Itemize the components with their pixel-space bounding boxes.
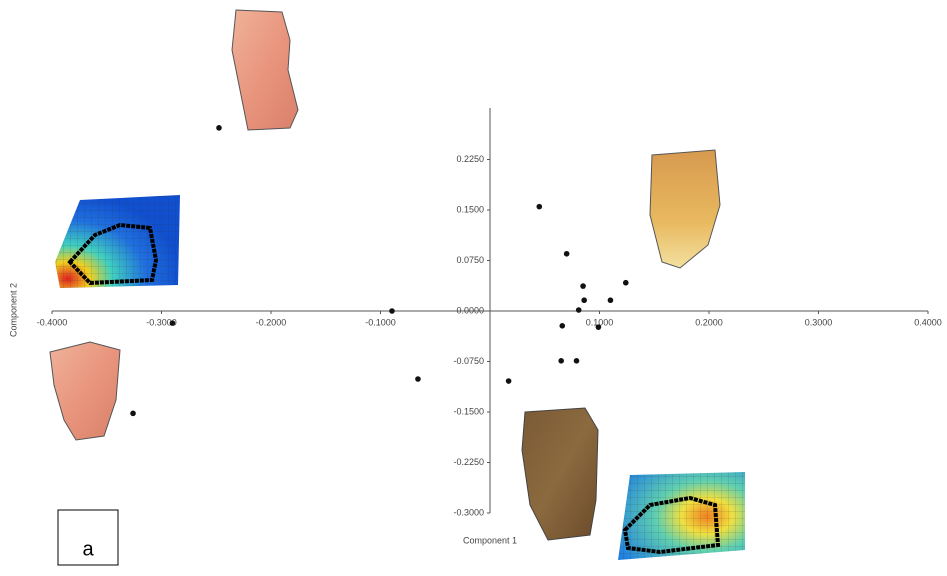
x-tick-label: -0.3000 (146, 317, 177, 327)
point (559, 323, 566, 329)
point (130, 410, 136, 417)
point (581, 297, 587, 304)
y-tick-label: 0.0750 (456, 255, 484, 265)
point (595, 324, 602, 330)
point (415, 376, 421, 382)
x-tick-label: 0.3000 (805, 317, 833, 327)
point (536, 203, 543, 210)
annotation: a (82, 538, 94, 560)
y-tick-label: -0.1500 (453, 406, 484, 416)
point (505, 378, 512, 384)
point (216, 125, 222, 131)
point (607, 297, 614, 304)
y-axis-label: Component 2 (8, 283, 18, 337)
point (169, 320, 176, 326)
annotation-box (57, 509, 119, 566)
point (580, 283, 586, 289)
x-tick-label: -0.1000 (365, 317, 396, 327)
point (573, 358, 580, 364)
point (558, 358, 564, 364)
x-tick-label: 0.4000 (914, 317, 942, 327)
x-tick-label: -0.4000 (37, 317, 68, 327)
point (575, 307, 582, 313)
point (563, 250, 570, 257)
y-tick-label: -0.0750 (453, 356, 484, 366)
y-tick-label: 0.2250 (456, 154, 484, 164)
x-tick-label: 0.2000 (695, 317, 723, 327)
y-tick-label: -0.3000 (453, 507, 484, 517)
y-tick-label: 0.1500 (456, 204, 484, 214)
point (389, 308, 395, 314)
specimen-images (49, 9, 745, 560)
y-tick-label: -0.2250 (453, 457, 484, 467)
y-tick-label: 0.0000 (456, 305, 484, 315)
point (622, 279, 629, 286)
x-axis-label: Component 1 (463, 535, 517, 545)
x-tick-label: 0.1000 (586, 317, 614, 327)
x-tick-label: -0.2000 (256, 317, 287, 327)
